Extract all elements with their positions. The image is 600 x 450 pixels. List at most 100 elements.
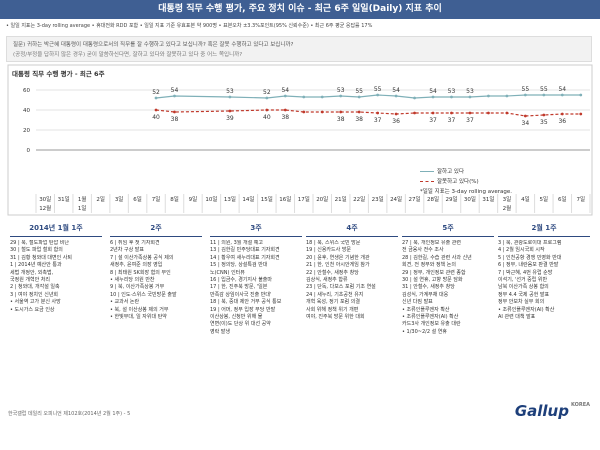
- question-line-2: (공정/부정을 답하지 않은 경우) 굳이 말씀하신다면, 잘하고 있다와 잘못…: [13, 52, 243, 58]
- week-header-row: 2014년 1월 1주 2주 3주 4주 5주 2월 1주: [10, 222, 595, 237]
- x-tick-label: 15일: [261, 195, 273, 203]
- event-line: 18 | 북, 중대 제안 거부 공식 통보: [210, 299, 282, 306]
- event-line: 22 | 안철수, 새정추 창당: [306, 269, 359, 276]
- data-point: [505, 111, 509, 115]
- event-line: 남북 이산가족 상봉 합의: [498, 284, 549, 291]
- data-label: 55: [355, 88, 363, 95]
- logo-text: Gallup: [514, 402, 569, 420]
- x-tick-label: 31일: [482, 195, 494, 203]
- data-point: [487, 94, 490, 98]
- x-tick-sublabel: 12월: [39, 204, 51, 212]
- data-point: [265, 96, 269, 100]
- x-tick-label: 23일: [372, 195, 384, 203]
- week-label: 5주: [402, 222, 494, 237]
- event-line: 13 | 김한길 민주당대표 기자회견: [210, 247, 280, 254]
- legend-label-approve: 잘하고 있다: [437, 169, 465, 175]
- week-label: 4주: [306, 222, 398, 237]
- event-line: 영락 발생: [210, 328, 230, 335]
- x-tick-label: 22일: [353, 195, 365, 203]
- survey-question-box: 질문) 귀하는 박근혜 대통령이 대통령으로서의 직무를 잘 수행하고 있다고 …: [6, 36, 592, 62]
- event-line: 새정추, 윤여준 의장 영입: [110, 262, 163, 269]
- data-point: [320, 95, 324, 99]
- event-line: 31 | 김황 청와대 대변인 사퇴: [10, 254, 72, 261]
- data-point: [228, 95, 232, 99]
- x-tick-label: 24일: [390, 195, 402, 203]
- event-column: 6 | 취임 후 첫 기자회견 2년차 구상 발표 7 | 설 이산가족상봉 공식…: [110, 240, 206, 321]
- data-label: 39: [226, 115, 234, 122]
- data-label: 38: [281, 114, 289, 121]
- event-line: 9 | 북, 이산가족상봉 거부: [110, 284, 165, 291]
- data-label: 38: [355, 116, 363, 123]
- event-column: 18 | 북, 스위스 국빈 방문 19 | 신용카드사 방문 20 | 윤후, 연…: [306, 240, 402, 321]
- event-line: 2년차 구상 발표: [110, 247, 144, 254]
- data-label: 55: [522, 86, 530, 93]
- event-line: 김성식, 가계부채 대응: [402, 291, 449, 298]
- data-point: [339, 94, 343, 98]
- x-tick-label: 2일: [96, 195, 105, 203]
- legend-note: *일일 지표는 3-day rolling average.: [420, 189, 512, 195]
- event-line: 7 | 설 이산가족상봉 공식 제의: [110, 254, 174, 261]
- data-point: [173, 110, 176, 114]
- event-line: 16 | 입금수, 경기지사 불출마: [210, 277, 272, 284]
- data-label: 38: [337, 116, 345, 123]
- x-tick-sublabel: 1일: [78, 204, 87, 212]
- chart-title: 대통령 직무 수행 평가 - 최근 6주: [12, 70, 105, 78]
- event-line: 18 | 북, 스위스 국빈 방문: [306, 240, 361, 246]
- x-tick-label: 30일: [464, 195, 476, 203]
- legend-label-disapprove: 잘못하고 있다(%): [437, 179, 479, 185]
- week-label: 3주: [210, 222, 302, 237]
- data-label: 52: [152, 89, 160, 96]
- event-line: 19 | 신용카드사 방문: [306, 247, 352, 254]
- data-label: 54: [429, 88, 437, 95]
- event-line: • 조류인플루엔자(AI) 확산: [402, 314, 459, 321]
- legend-item-disapprove: 잘못하고 있다(%): [420, 176, 512, 186]
- data-label: 37: [466, 117, 474, 124]
- data-point: [542, 93, 546, 97]
- data-label: 53: [448, 88, 456, 95]
- data-label: 53: [226, 88, 234, 95]
- data-point: [542, 113, 546, 117]
- x-tick-label: 27일: [409, 195, 421, 203]
- y-tick-label: 0: [27, 148, 31, 154]
- event-line: 17 | 한, 진주북 방문, '일본: [210, 284, 268, 291]
- data-label: 55: [540, 86, 548, 93]
- data-point: [560, 112, 564, 116]
- data-point: [431, 95, 435, 99]
- data-point: [450, 95, 453, 99]
- data-point: [431, 111, 435, 115]
- chart-legend: 잘하고 있다 잘못하고 있다(%) *일일 지표는 3-day rolling …: [420, 166, 512, 196]
- event-line: 김상식, 새정추 합류: [306, 277, 348, 284]
- event-line: • 서울역 고가 분신 사망: [10, 299, 61, 306]
- event-line: 개혁 육성, 정기 포럼 의결: [306, 299, 360, 306]
- y-tick-label: 20: [23, 128, 30, 134]
- event-line: 28 | 김한길, 수습 관련 사과 신년: [402, 254, 472, 261]
- event-line: 11 | 의원, 3월 개설 예고: [210, 240, 263, 246]
- data-point: [283, 108, 287, 112]
- data-label: 37: [429, 117, 437, 124]
- data-label: 54: [558, 86, 566, 93]
- data-point: [376, 93, 380, 97]
- event-line: 30 | 설 연휴, 고향 방문 담화: [402, 277, 463, 284]
- event-line: • 도시가스 요금 인상: [10, 306, 55, 313]
- legend-swatch-disapprove: [420, 180, 434, 182]
- y-tick-label: 40: [23, 108, 30, 114]
- event-line: 신년 다짐 발표: [402, 299, 433, 306]
- data-point: [302, 110, 306, 114]
- event-line: 15 | 정의당, 상설특검 반대: [210, 262, 268, 269]
- data-point: [320, 110, 324, 114]
- event-line: 4 | 2월 임시국회 시작: [498, 247, 545, 254]
- x-tick-label: 6일: [133, 195, 142, 203]
- data-point: [339, 110, 343, 114]
- event-line: 노(CNN) 인터뷰: [210, 269, 245, 276]
- event-line: 8 | 최태원 SK회장 혐의 부인: [110, 269, 171, 276]
- event-line: 23 | 단독, 다보스 포럼 기조 연설: [306, 284, 376, 291]
- event-line: 27 | 북, 개인정보 유출 관련: [402, 240, 461, 246]
- data-label: 53: [466, 88, 474, 95]
- data-label: 54: [171, 87, 179, 94]
- data-label: 38: [171, 116, 179, 123]
- event-line: 카드3사 개인정보 유출 대란: [402, 321, 461, 328]
- gallup-logo: Gallup KOREA: [515, 402, 590, 420]
- data-point: [173, 94, 176, 98]
- x-tick-label: 17일: [298, 195, 310, 203]
- event-column: 11 | 의원, 3월 개설 예고 13 | 김한길 민주당대표 기자회견 14 |…: [210, 240, 306, 336]
